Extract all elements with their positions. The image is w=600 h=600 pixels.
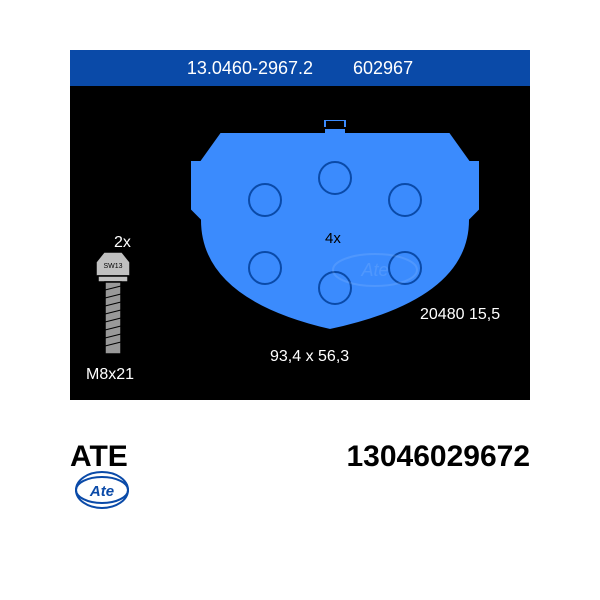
pad-quantity-label: 4x <box>325 230 341 247</box>
pad-top-tab <box>325 120 345 128</box>
bolt-flange <box>98 276 128 282</box>
pad-hole <box>249 252 281 284</box>
side-thickness: 15,5 <box>469 306 500 323</box>
pad-dimensions-label: 93,4 x 56,3 <box>270 348 349 366</box>
side-code: 20480 <box>420 306 465 323</box>
side-code-label: 20480 15,5 <box>420 306 500 324</box>
bolt-shaft <box>105 282 121 354</box>
footer-brand: ATE <box>70 440 128 474</box>
footer: ATE 13046029672 <box>70 440 530 474</box>
brand-logo-icon: Ate <box>74 470 130 510</box>
bolt-quantity-label: 2x <box>114 234 131 252</box>
watermark-logo: Ate <box>330 250 420 290</box>
svg-text:Ate: Ate <box>89 483 114 500</box>
header-bar: 13.0460-2967.2 602967 <box>70 50 530 86</box>
svg-text:Ate: Ate <box>360 260 388 280</box>
bolt-drawing: SW13 <box>88 250 138 370</box>
diagram-frame: 13.0460-2967.2 602967 4x SW13 <box>70 50 530 400</box>
header-part-2: 602967 <box>353 58 413 79</box>
canvas: 13.0460-2967.2 602967 4x SW13 <box>0 0 600 600</box>
pad-hole <box>389 184 421 216</box>
footer-part-number: 13046029672 <box>346 440 530 474</box>
bolt-hex-label: SW13 <box>103 263 122 270</box>
pad-hole <box>319 162 351 194</box>
header-part-1: 13.0460-2967.2 <box>187 58 313 79</box>
bolt-thread-label: M8x21 <box>86 366 134 384</box>
pad-hole <box>249 184 281 216</box>
